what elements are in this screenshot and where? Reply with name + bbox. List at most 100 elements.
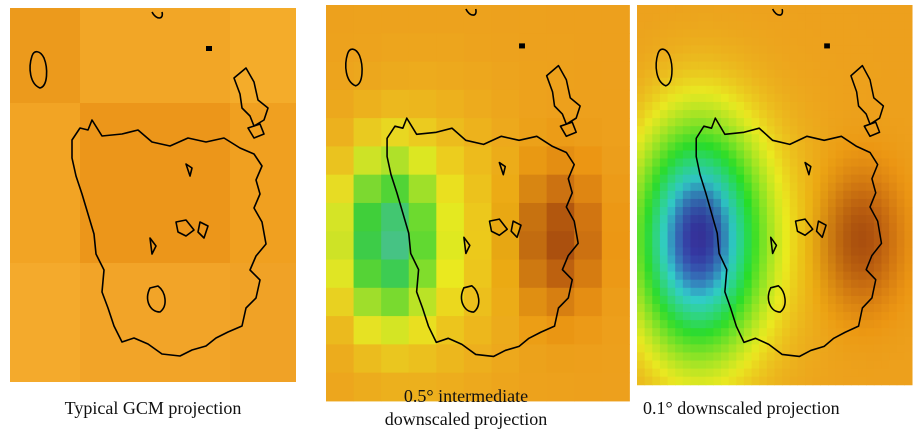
- map-cell: [637, 101, 646, 111]
- map-cell: [637, 247, 646, 256]
- map-cell: [797, 376, 806, 386]
- map-cell: [637, 166, 646, 176]
- map-cell: [896, 45, 905, 54]
- map-cell: [774, 69, 783, 79]
- map-cell: [659, 110, 669, 119]
- map-cell: [873, 69, 882, 79]
- map-cell: [782, 85, 791, 95]
- map-cell: [652, 368, 661, 378]
- map-cell: [866, 287, 875, 297]
- map-cell: [881, 279, 890, 289]
- map-cell: [705, 279, 714, 289]
- map-cell: [721, 190, 730, 200]
- map-cell: [904, 328, 913, 337]
- map-cell: [644, 223, 653, 232]
- map-cell: [805, 61, 814, 71]
- map-cell: [766, 69, 775, 79]
- map-cell: [782, 93, 791, 103]
- map-cell: [751, 166, 760, 176]
- map-cell: [705, 344, 714, 353]
- map-cell: [652, 376, 661, 386]
- map-cell: [728, 368, 737, 378]
- map-cell: [652, 279, 661, 289]
- map-cell: [728, 37, 737, 46]
- map-cell: [644, 77, 653, 87]
- map-cell: [789, 376, 798, 386]
- map-cell: [896, 166, 905, 176]
- map-cell: [896, 320, 905, 329]
- map-cell: [667, 134, 676, 143]
- map-cell: [491, 174, 520, 204]
- map-cell: [736, 5, 745, 14]
- map-cell: [736, 336, 745, 345]
- map-cell: [820, 182, 829, 192]
- map-cell: [820, 271, 829, 281]
- map-cell: [789, 263, 798, 273]
- map-cell: [743, 69, 753, 79]
- map-cell: [728, 69, 737, 79]
- map-cell: [850, 134, 860, 143]
- map-cell: [721, 5, 730, 14]
- map-cell: [546, 202, 575, 232]
- map-cell: [850, 312, 860, 321]
- map-cell: [644, 376, 653, 386]
- map-cell: [728, 279, 737, 289]
- map-cell: [843, 231, 852, 240]
- map-cell: [698, 158, 707, 168]
- map-cell: [889, 61, 898, 71]
- map-cell: [652, 295, 661, 305]
- map-cell: [843, 134, 852, 143]
- map-cell: [858, 239, 867, 248]
- map-cell: [904, 182, 913, 192]
- map-cell: [828, 13, 837, 22]
- map-cell: [519, 89, 548, 119]
- map-cell: [866, 61, 875, 71]
- map-cell: [789, 134, 798, 143]
- map-cell: [408, 5, 437, 34]
- map-cell: [743, 360, 753, 370]
- map-cell: [637, 134, 646, 143]
- map-cell: [326, 259, 355, 289]
- map-cell: [866, 150, 875, 160]
- map-cell: [843, 93, 852, 103]
- map-cell: [736, 352, 745, 362]
- map-cell: [797, 198, 806, 208]
- map-cell: [866, 126, 875, 135]
- map-cell: [889, 376, 898, 386]
- map-cell: [782, 344, 791, 353]
- map-cell: [743, 215, 753, 224]
- map-cell: [759, 93, 768, 103]
- map-cell: [835, 271, 844, 281]
- map-cell: [743, 198, 753, 208]
- map-cell: [835, 21, 844, 30]
- map-cell: [682, 21, 691, 30]
- map-cell: [866, 320, 875, 329]
- map-cell: [667, 279, 676, 289]
- map-cell: [843, 198, 852, 208]
- map-cell: [713, 101, 722, 111]
- map-cell: [858, 101, 867, 111]
- map-cell: [881, 29, 890, 38]
- map-cell: [873, 295, 882, 305]
- map-cell: [690, 312, 699, 321]
- map-cell: [858, 77, 867, 87]
- map-cell: [820, 85, 829, 95]
- map-cell: [881, 53, 890, 63]
- map-cell: [728, 61, 737, 71]
- map-cell: [812, 312, 821, 321]
- map-cell: [881, 182, 890, 192]
- map-cell: [805, 344, 814, 353]
- map-cell: [743, 110, 753, 119]
- map-cell: [889, 101, 898, 111]
- map-cell: [743, 231, 753, 240]
- map-cell: [904, 287, 913, 297]
- map-cell: [408, 146, 437, 176]
- map-cell: [805, 231, 814, 240]
- map-cell: [797, 158, 806, 168]
- map-cell: [881, 344, 890, 353]
- map-cell: [843, 182, 852, 192]
- map-cell: [789, 158, 798, 168]
- map-cell: [797, 320, 806, 329]
- map-cell: [759, 101, 768, 111]
- map-cell: [881, 174, 890, 184]
